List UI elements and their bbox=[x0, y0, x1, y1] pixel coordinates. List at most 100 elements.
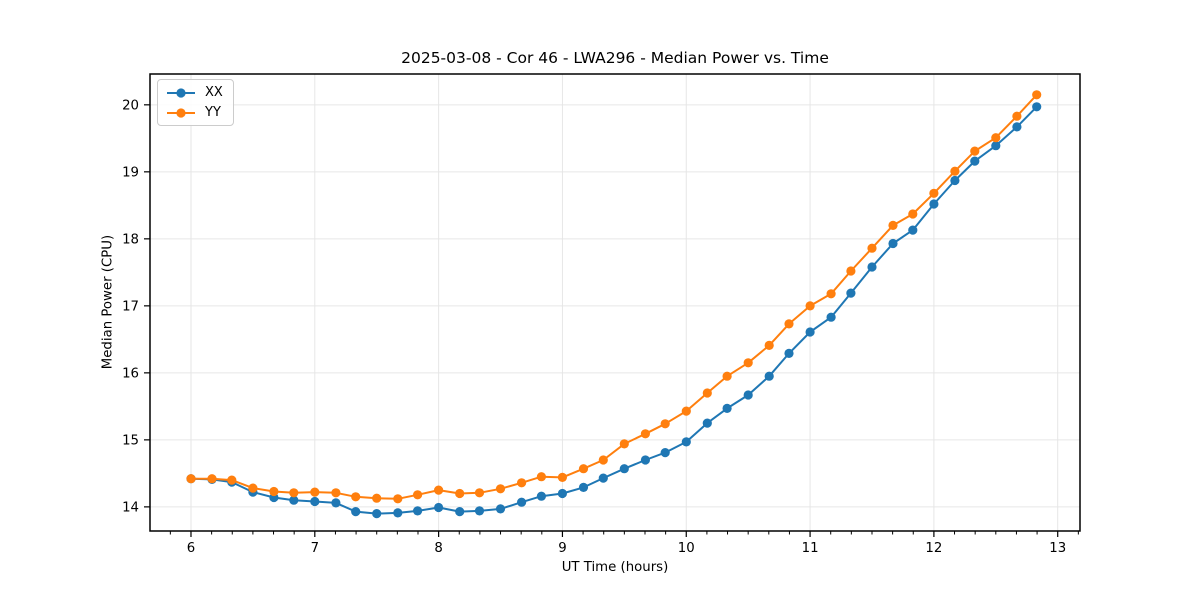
x-axis-label: UT Time (hours) bbox=[561, 560, 669, 575]
data-point-XX bbox=[929, 199, 939, 209]
data-point-YY bbox=[557, 472, 568, 482]
data-point-YY bbox=[929, 188, 939, 198]
x-tick-label-6: 6 bbox=[187, 541, 195, 556]
legend-item-YY: YY bbox=[166, 103, 223, 122]
y-tick-label-18: 18 bbox=[122, 232, 139, 247]
data-point-XX bbox=[867, 262, 877, 272]
legend-label: XX bbox=[205, 85, 223, 100]
y-tick-label-16: 16 bbox=[122, 366, 139, 381]
data-point-YY bbox=[722, 371, 732, 381]
legend-item-XX: XX bbox=[166, 83, 223, 102]
legend-label: YY bbox=[205, 105, 221, 120]
y-tick-label-14: 14 bbox=[122, 500, 139, 515]
data-point-XX bbox=[1012, 122, 1022, 132]
data-point-YY bbox=[227, 475, 237, 485]
data-point-YY bbox=[970, 146, 980, 156]
y-tick-label-17: 17 bbox=[122, 299, 139, 314]
data-point-YY bbox=[681, 406, 691, 416]
data-point-XX bbox=[991, 141, 1001, 151]
data-point-YY bbox=[536, 472, 547, 482]
data-point-YY bbox=[950, 166, 960, 176]
data-point-YY bbox=[908, 209, 918, 219]
data-point-XX bbox=[393, 508, 403, 518]
data-point-YY bbox=[991, 133, 1001, 143]
data-point-XX bbox=[743, 390, 753, 400]
series-line-YY bbox=[191, 94, 1038, 500]
data-point-YY bbox=[867, 243, 877, 253]
data-point-YY bbox=[660, 419, 670, 429]
data-point-YY bbox=[826, 289, 836, 299]
data-point-YY bbox=[351, 492, 361, 502]
data-point-XX bbox=[888, 238, 898, 249]
y-tick-label-20: 20 bbox=[122, 98, 139, 113]
data-point-XX bbox=[578, 482, 589, 492]
data-point-XX bbox=[495, 504, 506, 514]
data-point-YY bbox=[434, 485, 444, 495]
data-point-XX bbox=[598, 473, 608, 483]
data-point-YY bbox=[269, 486, 279, 497]
data-point-XX bbox=[536, 491, 547, 501]
data-point-YY bbox=[331, 488, 341, 498]
legend-dot bbox=[176, 107, 186, 118]
data-point-YY bbox=[372, 493, 382, 503]
data-point-XX bbox=[660, 448, 670, 458]
data-point-XX bbox=[413, 506, 423, 516]
data-point-YY bbox=[888, 220, 898, 230]
legend-marker-YY bbox=[167, 107, 195, 118]
legend: XX YY bbox=[157, 79, 234, 126]
data-point-XX bbox=[846, 288, 856, 298]
data-point-XX bbox=[351, 507, 361, 517]
data-point-YY bbox=[455, 488, 465, 499]
data-point-XX bbox=[681, 437, 691, 447]
x-tick-label-10: 10 bbox=[678, 541, 695, 556]
data-point-YY bbox=[207, 474, 217, 484]
data-point-YY bbox=[1032, 90, 1042, 100]
data-point-YY bbox=[495, 484, 506, 494]
x-tick-label-13: 13 bbox=[1049, 541, 1066, 556]
data-point-YY bbox=[784, 319, 794, 329]
data-point-YY bbox=[598, 455, 608, 465]
data-point-YY bbox=[474, 488, 485, 498]
data-point-XX bbox=[619, 464, 629, 474]
data-point-XX bbox=[702, 418, 712, 428]
data-point-YY bbox=[578, 464, 589, 474]
data-point-XX bbox=[784, 348, 794, 358]
x-tick-label-9: 9 bbox=[558, 541, 566, 556]
data-point-XX bbox=[1032, 102, 1042, 112]
data-point-XX bbox=[908, 225, 918, 235]
data-point-YY bbox=[517, 478, 527, 488]
data-point-YY bbox=[393, 494, 403, 504]
data-point-YY bbox=[289, 488, 299, 498]
data-point-XX bbox=[310, 496, 320, 507]
legend-marker-XX bbox=[167, 87, 195, 98]
data-point-YY bbox=[310, 487, 320, 497]
legend-dot bbox=[176, 87, 186, 98]
data-point-XX bbox=[372, 508, 382, 519]
data-point-YY bbox=[702, 388, 712, 398]
data-point-XX bbox=[826, 312, 836, 322]
x-tick-label-12: 12 bbox=[925, 541, 942, 556]
data-point-XX bbox=[434, 502, 444, 513]
data-point-XX bbox=[517, 497, 527, 507]
data-point-XX bbox=[764, 371, 774, 381]
plot-border bbox=[149, 73, 1081, 532]
data-point-XX bbox=[289, 495, 299, 505]
x-tick-label-7: 7 bbox=[311, 541, 319, 556]
y-tick-label-15: 15 bbox=[122, 433, 139, 448]
data-point-YY bbox=[413, 490, 423, 500]
data-point-XX bbox=[474, 506, 485, 516]
data-point-XX bbox=[722, 403, 732, 413]
data-point-YY bbox=[764, 340, 774, 350]
data-point-XX bbox=[970, 156, 980, 166]
data-point-YY bbox=[248, 483, 258, 493]
data-point-XX bbox=[640, 455, 651, 465]
data-point-YY bbox=[805, 301, 815, 311]
data-point-XX bbox=[455, 507, 465, 517]
x-tick-label-11: 11 bbox=[802, 541, 819, 556]
data-point-XX bbox=[950, 175, 960, 186]
data-point-XX bbox=[557, 488, 568, 499]
data-point-YY bbox=[743, 358, 753, 368]
data-point-YY bbox=[1012, 111, 1022, 121]
